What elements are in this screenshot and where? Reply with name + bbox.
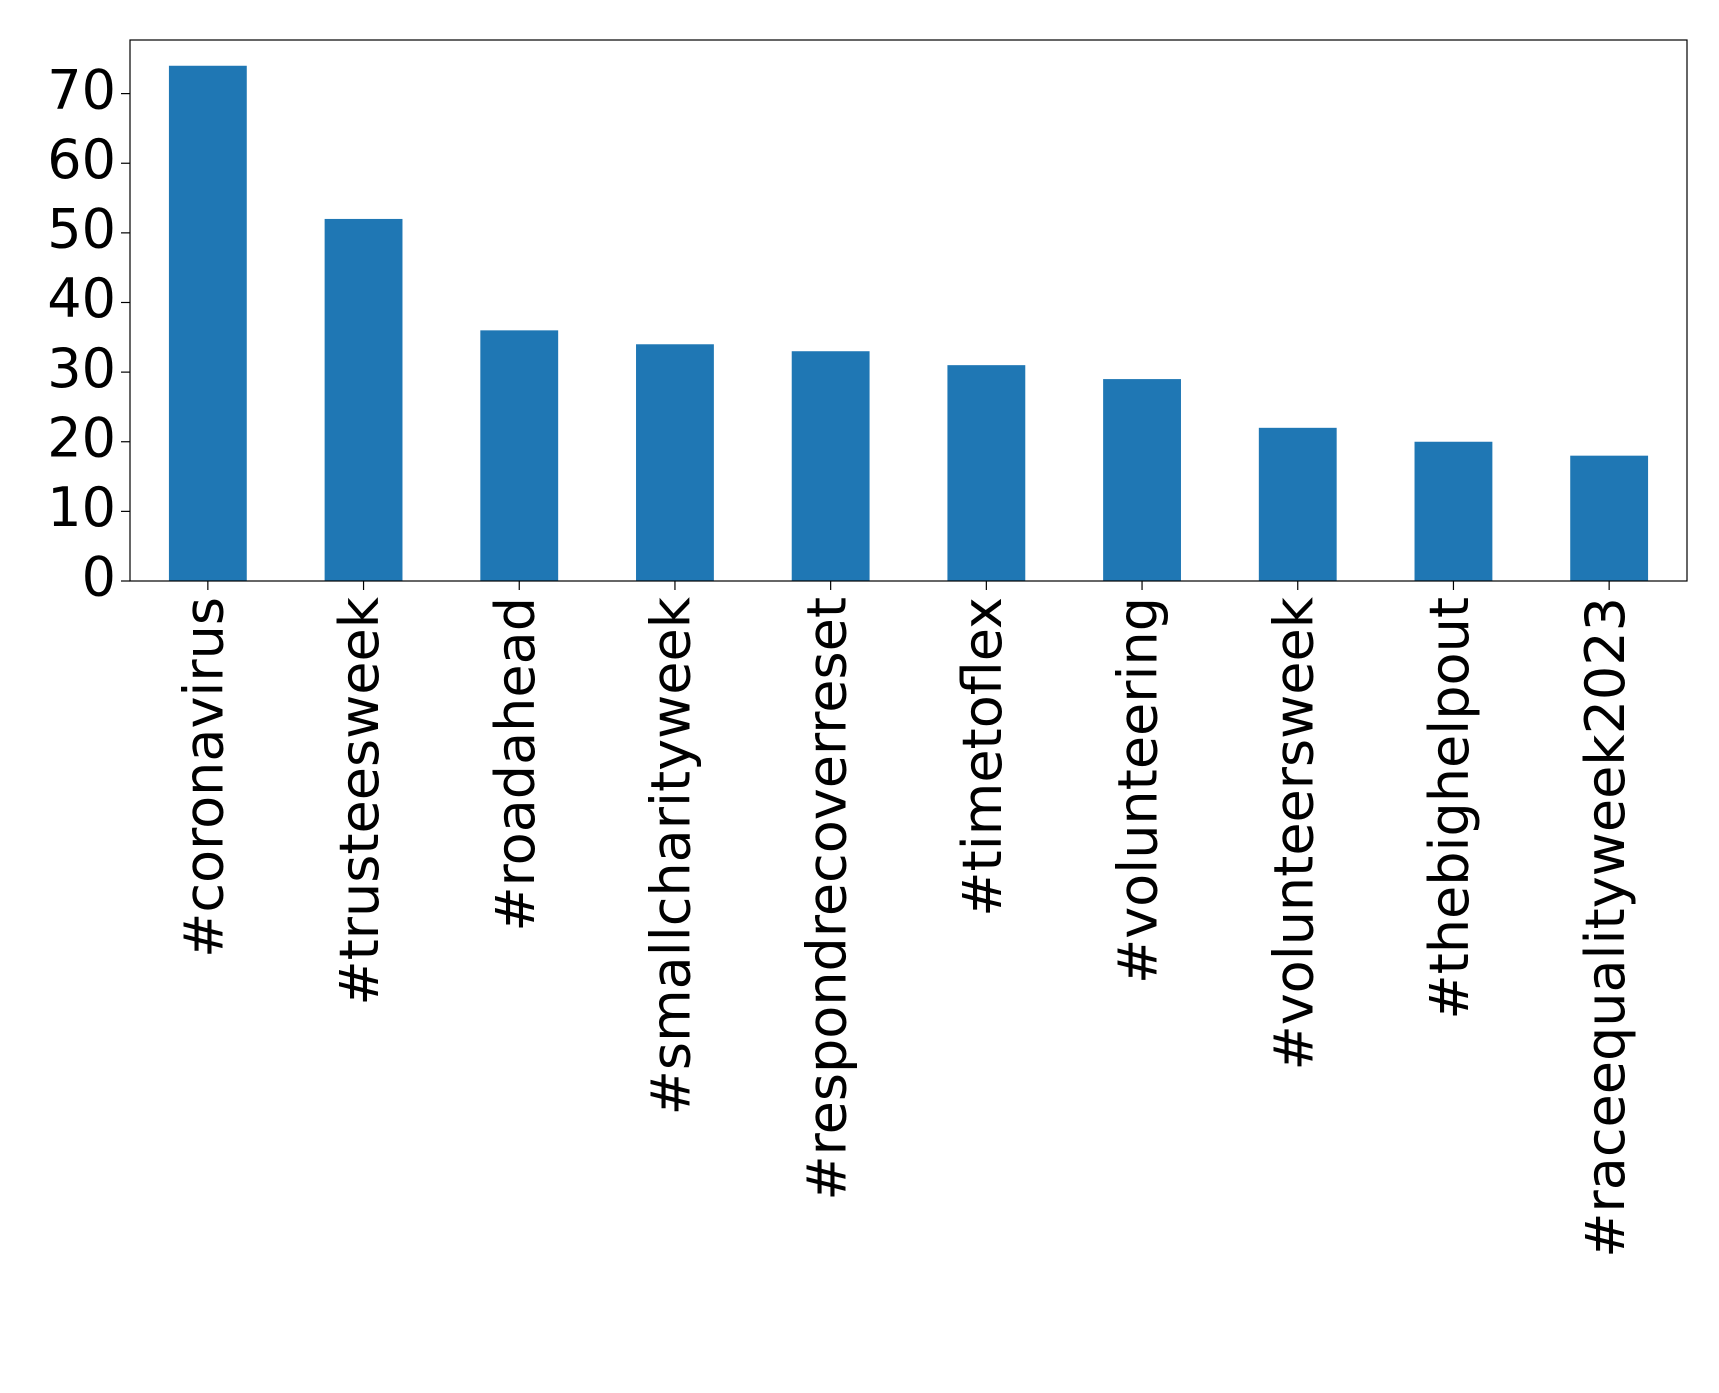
bar (168, 65, 247, 581)
bar (791, 351, 870, 581)
y-tick-label: 70 (47, 58, 116, 121)
x-tick-label: #trusteesweek (328, 596, 391, 1005)
y-tick-label: 50 (47, 198, 116, 261)
y-tick-label: 30 (47, 337, 116, 400)
y-tick-label: 60 (47, 128, 116, 191)
x-tick-label: #smallcharityweek (640, 596, 703, 1115)
y-tick-label: 40 (47, 267, 116, 330)
bar (480, 330, 559, 581)
x-tick-label: #roadahead (484, 597, 547, 932)
y-tick-label: 10 (47, 476, 116, 539)
x-tick-label: #volunteersweek (1262, 596, 1325, 1070)
bar (1103, 379, 1181, 581)
bar (1570, 455, 1649, 581)
y-tick-label: 20 (47, 406, 116, 469)
y-tick-label: 0 (82, 546, 116, 609)
x-tick-label: #raceequalityweek2023 (1574, 597, 1637, 1258)
bar (636, 344, 714, 581)
x-tick-label: #timetoflex (951, 597, 1014, 917)
bar (324, 218, 403, 581)
plot-frame (129, 39, 1688, 582)
x-tick-label: #respondrecoverreset (795, 597, 858, 1201)
bar (947, 365, 1026, 581)
x-tick-label: #coronavirus (172, 597, 235, 958)
x-tick-label: #volunteering (1107, 597, 1170, 984)
bar (1414, 441, 1493, 581)
bar (1258, 427, 1337, 581)
x-tick-label: #thebighelpout (1418, 597, 1481, 1020)
